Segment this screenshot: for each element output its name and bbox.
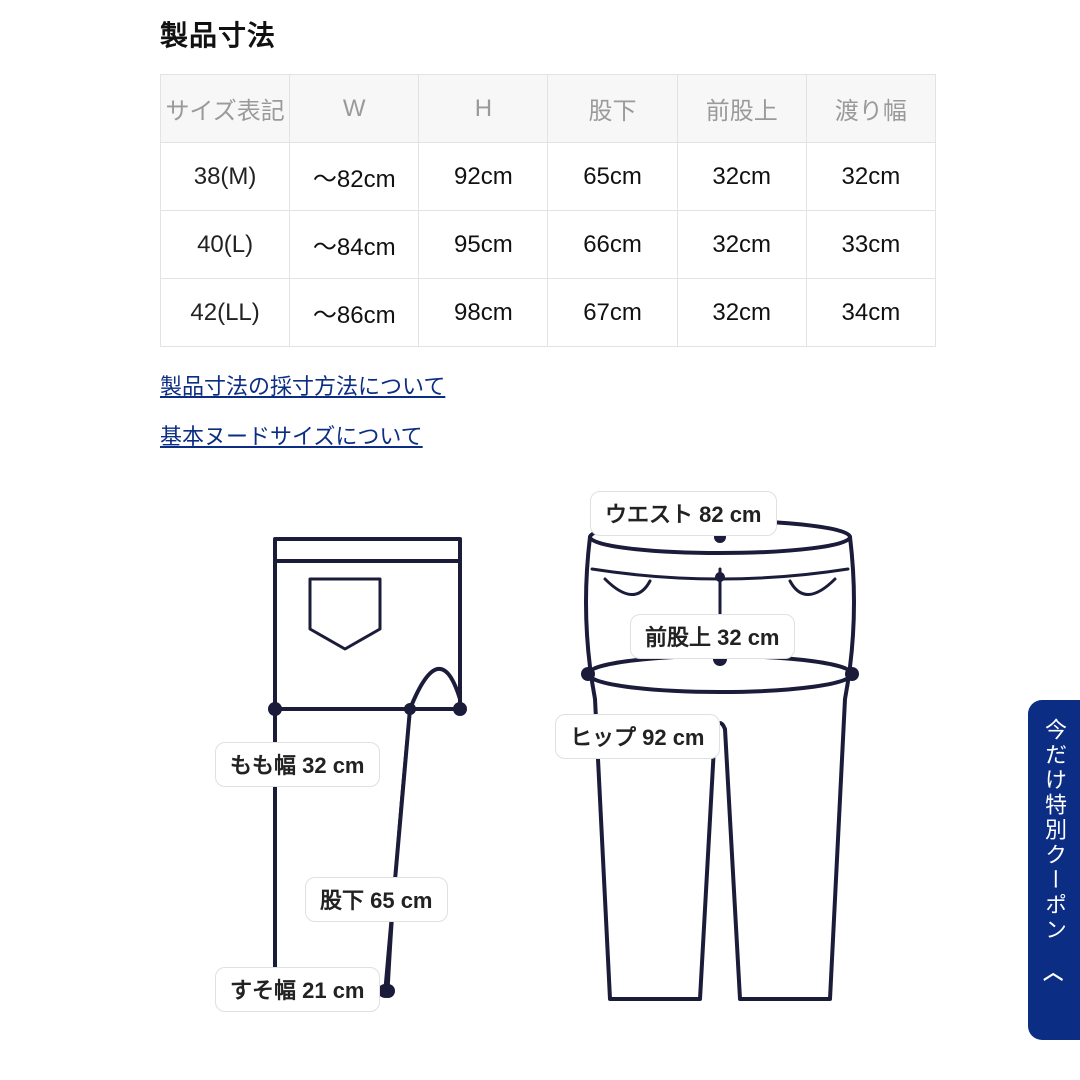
col-inseam: 股下 — [548, 75, 677, 143]
size-table: サイズ表記 W H 股下 前股上 渡り幅 38(M) ～82cm 92cm 65… — [160, 74, 936, 347]
col-w: W — [290, 75, 419, 143]
col-size: サイズ表記 — [161, 75, 290, 143]
cell: 32cm — [677, 211, 806, 279]
chevron-down-icon: 〈 — [1040, 962, 1069, 982]
cell: 98cm — [419, 279, 548, 347]
measurement-diagram: ウエスト 82 cm 前股上 32 cm ヒップ 92 cm もも幅 32 cm… — [160, 499, 940, 1039]
section-title: 製品寸法 — [160, 14, 1080, 54]
cell: 65cm — [548, 143, 677, 211]
coupon-tab[interactable]: 今だけ特別クーポン 〈 — [1028, 700, 1080, 1040]
cell: ～82cm — [290, 143, 419, 211]
cell: 33cm — [806, 211, 935, 279]
link-nude-size[interactable]: 基本ヌードサイズについて — [160, 419, 423, 451]
table-row: 42(LL) ～86cm 98cm 67cm 32cm 34cm — [161, 279, 936, 347]
cell: ～84cm — [290, 211, 419, 279]
cell: 67cm — [548, 279, 677, 347]
cell: 66cm — [548, 211, 677, 279]
table-row: 40(L) ～84cm 95cm 66cm 32cm 33cm — [161, 211, 936, 279]
cell: 40(L) — [161, 211, 290, 279]
cell: 32cm — [677, 279, 806, 347]
table-row: 38(M) ～82cm 92cm 65cm 32cm 32cm — [161, 143, 936, 211]
cell: 42(LL) — [161, 279, 290, 347]
coupon-label: 今だけ特別クーポン — [1038, 718, 1070, 943]
col-rise: 前股上 — [677, 75, 806, 143]
cell: ～86cm — [290, 279, 419, 347]
link-measurement-method[interactable]: 製品寸法の採寸方法について — [160, 369, 445, 401]
label-hip: ヒップ 92 cm — [555, 714, 720, 759]
table-header-row: サイズ表記 W H 股下 前股上 渡り幅 — [161, 75, 936, 143]
links-block: 製品寸法の採寸方法について 基本ヌードサイズについて — [160, 369, 1080, 469]
cell: 32cm — [806, 143, 935, 211]
cell: 38(M) — [161, 143, 290, 211]
cell: 34cm — [806, 279, 935, 347]
pants-front-svg — [540, 499, 900, 1019]
label-hem: すそ幅 21 cm — [215, 967, 380, 1012]
col-thigh: 渡り幅 — [806, 75, 935, 143]
label-inseam: 股下 65 cm — [305, 877, 448, 922]
label-rise: 前股上 32 cm — [630, 614, 795, 659]
cell: 95cm — [419, 211, 548, 279]
cell: 32cm — [677, 143, 806, 211]
cell: 92cm — [419, 143, 548, 211]
label-waist: ウエスト 82 cm — [590, 491, 777, 536]
col-h: H — [419, 75, 548, 143]
label-thigh: もも幅 32 cm — [215, 742, 380, 787]
